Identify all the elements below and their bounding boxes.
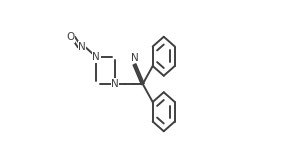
- Text: N: N: [111, 79, 119, 89]
- Text: O: O: [67, 33, 75, 42]
- Text: N: N: [78, 42, 86, 51]
- Text: N: N: [131, 53, 138, 63]
- Text: N: N: [92, 52, 100, 62]
